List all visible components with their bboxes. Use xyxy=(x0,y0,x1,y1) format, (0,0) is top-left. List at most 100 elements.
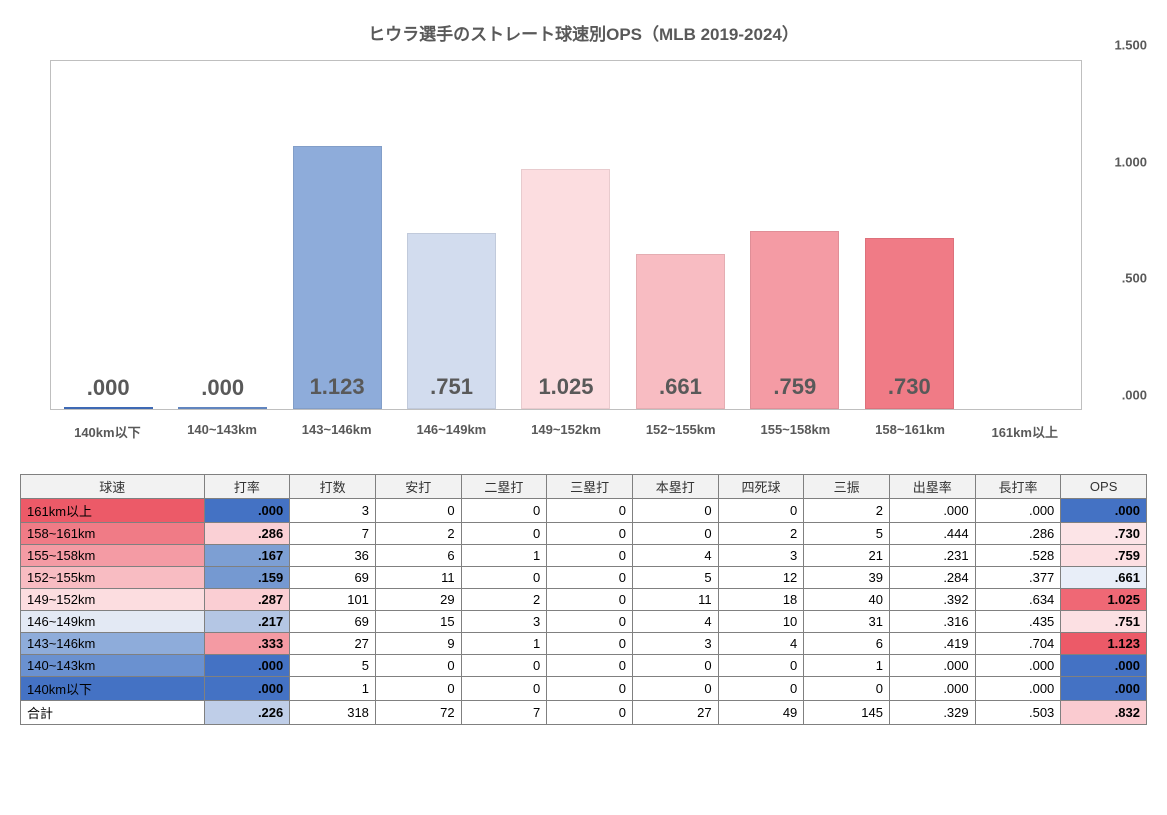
x-axis: 140km以下140~143km143~146km146~149km149~15… xyxy=(50,412,1082,450)
table-cell: 0 xyxy=(632,523,718,545)
table-row: 152~155km.15969110051239.284.377.661 xyxy=(21,567,1147,589)
table-cell: 10 xyxy=(718,611,804,633)
table-row: 140~143km.0005000001.000.000.000 xyxy=(21,655,1147,677)
table-cell: 11 xyxy=(632,589,718,611)
table-cell: .503 xyxy=(975,701,1061,725)
table-cell: 1 xyxy=(461,633,547,655)
table-cell: 0 xyxy=(547,701,633,725)
table-cell: .284 xyxy=(889,567,975,589)
table-cell: .704 xyxy=(975,633,1061,655)
table-cell: 3 xyxy=(718,545,804,567)
data-table: 球速打率打数安打二塁打三塁打本塁打四死球三振出塁率長打率OPS 161km以上.… xyxy=(20,474,1147,725)
bar-chart: .000.0001.123.7511.025.661.759.730 .000.… xyxy=(20,60,1147,450)
y-tick: .000 xyxy=(1087,388,1147,403)
table-row: 合計.22631872702749145.329.503.832 xyxy=(21,701,1147,725)
x-tick: 155~158km xyxy=(738,412,853,450)
table-cell: 4 xyxy=(718,633,804,655)
table-cell: 1 xyxy=(290,677,376,701)
table-cell: 39 xyxy=(804,567,890,589)
table-cell: 2 xyxy=(461,589,547,611)
table-cell: .167 xyxy=(204,545,290,567)
table-cell: 29 xyxy=(375,589,461,611)
table-cell: 146~149km xyxy=(21,611,205,633)
bar xyxy=(178,407,267,409)
bar xyxy=(64,407,153,409)
table-cell: .392 xyxy=(889,589,975,611)
bar-slot: .759 xyxy=(738,61,852,409)
bar-slot: 1.123 xyxy=(280,61,394,409)
y-tick: 1.500 xyxy=(1087,38,1147,53)
table-cell: .329 xyxy=(889,701,975,725)
table-cell: .000 xyxy=(889,499,975,523)
bar: .759 xyxy=(750,231,839,409)
x-tick: 140~143km xyxy=(165,412,280,450)
table-cell: 1 xyxy=(804,655,890,677)
table-cell: 140km以下 xyxy=(21,677,205,701)
table-cell: 0 xyxy=(547,545,633,567)
table-cell: 140~143km xyxy=(21,655,205,677)
bar: 1.025 xyxy=(521,169,610,409)
table-cell: 31 xyxy=(804,611,890,633)
table-cell: .832 xyxy=(1061,701,1147,725)
table-cell: .751 xyxy=(1061,611,1147,633)
bar: 1.123 xyxy=(293,146,382,409)
table-cell: 0 xyxy=(718,677,804,701)
table-cell: 49 xyxy=(718,701,804,725)
table-cell: 18 xyxy=(718,589,804,611)
table-cell: 149~152km xyxy=(21,589,205,611)
table-cell: 4 xyxy=(632,611,718,633)
table-cell: 0 xyxy=(461,523,547,545)
table-row: 155~158km.167366104321.231.528.759 xyxy=(21,545,1147,567)
bar-value-label: .759 xyxy=(773,374,816,400)
table-cell: 15 xyxy=(375,611,461,633)
table-cell: 11 xyxy=(375,567,461,589)
table-cell: .000 xyxy=(204,655,290,677)
table-cell: 0 xyxy=(547,567,633,589)
table-header: 二塁打 xyxy=(461,475,547,499)
table-cell: .000 xyxy=(204,677,290,701)
x-tick: 140km以下 xyxy=(50,412,165,450)
table-cell: .287 xyxy=(204,589,290,611)
table-cell: 0 xyxy=(375,499,461,523)
table-cell: 0 xyxy=(547,655,633,677)
table-header: 球速 xyxy=(21,475,205,499)
table-header: 長打率 xyxy=(975,475,1061,499)
table-cell: 0 xyxy=(718,499,804,523)
table-cell: 12 xyxy=(718,567,804,589)
bar: .751 xyxy=(407,233,496,409)
table-cell: .000 xyxy=(1061,677,1147,701)
table-cell: 36 xyxy=(290,545,376,567)
table-cell: 0 xyxy=(547,523,633,545)
table-cell: .333 xyxy=(204,633,290,655)
x-tick: 158~161km xyxy=(853,412,968,450)
table-cell: .435 xyxy=(975,611,1061,633)
table-header: 四死球 xyxy=(718,475,804,499)
table-cell: 145 xyxy=(804,701,890,725)
table-cell: .286 xyxy=(204,523,290,545)
table-cell: .000 xyxy=(1061,499,1147,523)
table-cell: 0 xyxy=(547,499,633,523)
table-header: 三振 xyxy=(804,475,890,499)
table-cell: 158~161km xyxy=(21,523,205,545)
table-cell: .000 xyxy=(889,677,975,701)
table-cell: .419 xyxy=(889,633,975,655)
table-cell: 1 xyxy=(461,545,547,567)
table-cell: 2 xyxy=(375,523,461,545)
bar: .730 xyxy=(865,238,954,409)
table-cell: 101 xyxy=(290,589,376,611)
table-cell: 7 xyxy=(461,701,547,725)
table-cell: 5 xyxy=(632,567,718,589)
table-cell: .316 xyxy=(889,611,975,633)
bar-value-label: .751 xyxy=(430,374,473,400)
table-cell: 9 xyxy=(375,633,461,655)
x-tick: 161km以上 xyxy=(967,412,1082,450)
table-row: 146~149km.21769153041031.316.435.751 xyxy=(21,611,1147,633)
table-cell: .759 xyxy=(1061,545,1147,567)
bar-value-label: 1.025 xyxy=(538,374,593,400)
table-row: 161km以上.0003000002.000.000.000 xyxy=(21,499,1147,523)
table-cell: .730 xyxy=(1061,523,1147,545)
x-tick: 143~146km xyxy=(279,412,394,450)
table-cell: 6 xyxy=(375,545,461,567)
table-cell: 0 xyxy=(547,677,633,701)
bar-slot: .000 xyxy=(165,61,279,409)
